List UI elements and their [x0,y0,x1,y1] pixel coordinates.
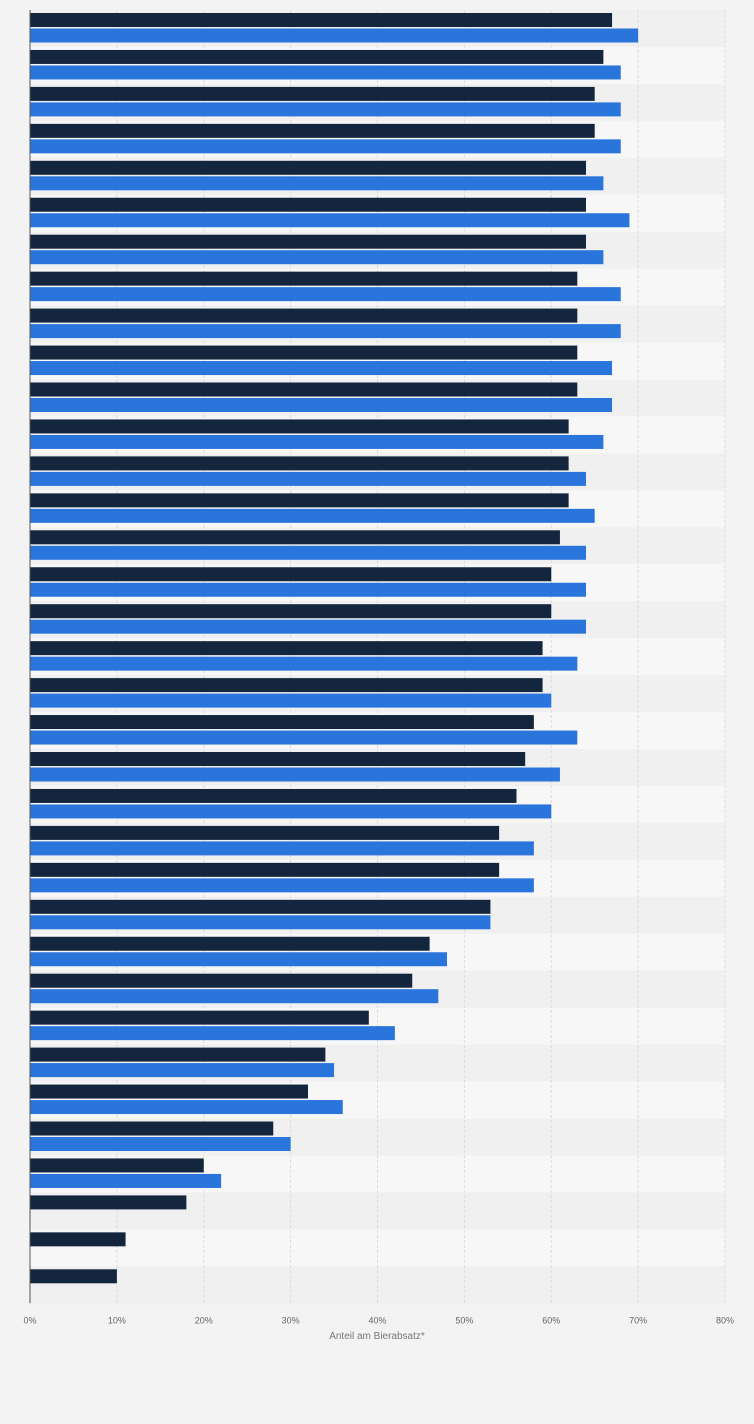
bar-series-1[interactable] [30,1158,204,1173]
bar-series-1[interactable] [30,49,604,64]
bar-series-1[interactable] [30,1084,308,1099]
x-axis: 0% 10% 20% 30% 40% 50% 60% 70% 80% [23,10,734,1325]
bar-series-1[interactable] [30,345,578,360]
bar-series-1[interactable] [30,197,586,212]
bar-series-1[interactable] [30,13,613,27]
bar-series-2[interactable] [30,176,604,191]
bar-series-2[interactable] [30,656,578,671]
x-tick-label: 70% [629,1315,647,1325]
bar-series-2[interactable] [30,989,439,1004]
bar-series-1[interactable] [30,825,500,840]
bar-series-2[interactable] [30,582,586,597]
x-tick-label: 30% [282,1315,300,1325]
bar-series-2[interactable] [30,767,560,782]
x-tick-label: 50% [455,1315,473,1325]
bar-series-1[interactable] [30,1010,369,1025]
bar-series-2[interactable] [30,434,604,449]
bar-series-2[interactable] [30,1063,335,1078]
bar-series-1[interactable] [30,1121,274,1136]
bar-series-1[interactable] [30,160,586,175]
bar-series-1[interactable] [30,86,595,101]
bar-series-1[interactable] [30,419,569,434]
bar-series-1[interactable] [30,530,560,545]
bar-series-1[interactable] [30,899,491,914]
bar-series-1[interactable] [30,382,578,397]
x-axis-label: Anteil am Bierabsatz* [329,1331,425,1342]
bar-series-1[interactable] [30,567,552,582]
bar-series-2[interactable] [30,139,621,154]
bar-series-2[interactable] [30,361,613,376]
bar-series-1[interactable] [30,678,543,693]
bar-series-2[interactable] [30,1100,343,1115]
bar-series-2[interactable] [30,730,578,745]
bar-series-1[interactable] [30,1232,126,1247]
bar-series-2[interactable] [30,804,552,819]
bar-series-2[interactable] [30,65,621,80]
bar-series-1[interactable] [30,788,517,803]
bar-series-1[interactable] [30,715,534,730]
bar-series-2[interactable] [30,619,586,634]
bar-series-2[interactable] [30,250,604,265]
x-tick-label: 60% [542,1315,560,1325]
bars [30,13,639,1284]
bar-series-2[interactable] [30,471,586,486]
bar-series-1[interactable] [30,234,586,249]
bar-series-2[interactable] [30,693,552,708]
bar-series-1[interactable] [30,308,578,323]
bar-series-2[interactable] [30,878,534,893]
bar-series-1[interactable] [30,123,595,138]
bar-series-2[interactable] [30,952,447,967]
x-tick-label: 10% [108,1315,126,1325]
bar-series-1[interactable] [30,1047,326,1062]
bar-series-2[interactable] [30,102,621,117]
bar-series-1[interactable] [30,973,413,988]
x-tick-label: 0% [23,1315,36,1325]
bar-series-1[interactable] [30,752,526,766]
bar-series-1[interactable] [30,271,578,286]
bar-series-2[interactable] [30,1173,222,1188]
bar-series-1[interactable] [30,1269,117,1284]
x-tick-label: 40% [368,1315,386,1325]
bar-series-2[interactable] [30,398,613,412]
bar-series-2[interactable] [30,1026,395,1041]
bar-series-1[interactable] [30,456,569,471]
x-tick-label: 80% [716,1315,734,1325]
x-tick-label: 20% [195,1315,213,1325]
bar-series-2[interactable] [30,915,491,930]
bar-series-2[interactable] [30,28,639,43]
bar-series-1[interactable] [30,1195,187,1210]
bar-series-2[interactable] [30,324,621,339]
bar-series-2[interactable] [30,1137,291,1151]
bar-series-2[interactable] [30,213,630,228]
bar-series-1[interactable] [30,862,500,877]
bar-series-1[interactable] [30,936,430,951]
bar-series-1[interactable] [30,641,543,656]
bar-series-2[interactable] [30,841,534,856]
bar-series-2[interactable] [30,545,586,560]
bar-series-1[interactable] [30,604,552,619]
bar-series-1[interactable] [30,493,569,508]
bar-series-2[interactable] [30,287,621,302]
bar-series-2[interactable] [30,508,595,523]
